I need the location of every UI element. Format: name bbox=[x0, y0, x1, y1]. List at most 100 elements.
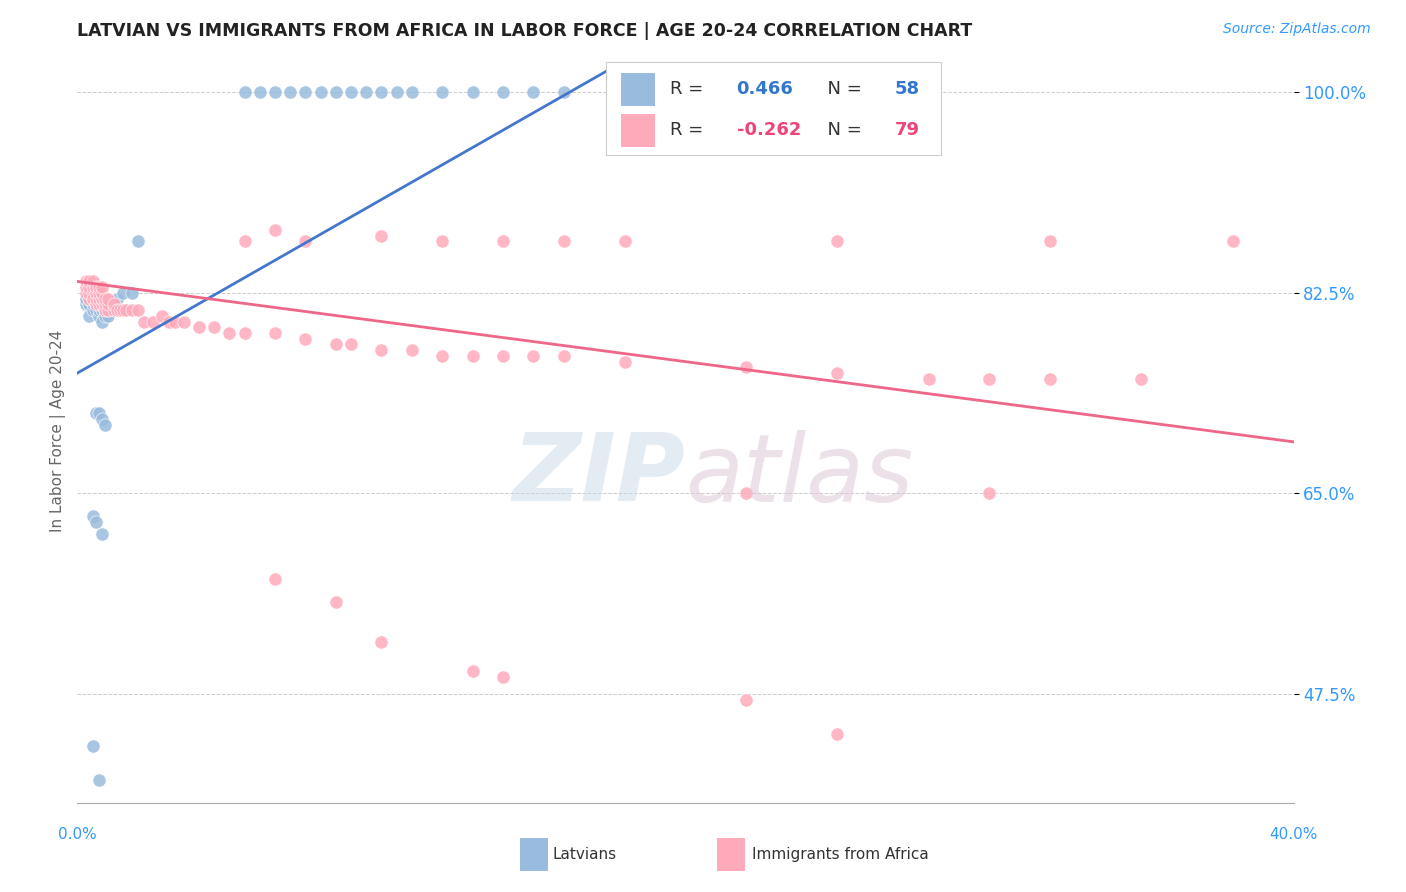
Point bbox=[430, 235, 453, 249]
Point bbox=[84, 515, 107, 529]
Point bbox=[492, 86, 515, 100]
Point bbox=[82, 292, 104, 306]
Point bbox=[79, 292, 101, 306]
Point bbox=[103, 297, 125, 311]
Point bbox=[90, 526, 112, 541]
Point bbox=[325, 86, 347, 100]
Point bbox=[75, 275, 97, 289]
Point bbox=[93, 303, 115, 318]
Point bbox=[152, 309, 174, 323]
Point bbox=[90, 285, 112, 300]
Point bbox=[90, 303, 112, 318]
FancyBboxPatch shape bbox=[606, 62, 941, 155]
Point bbox=[84, 292, 107, 306]
Point bbox=[127, 303, 149, 318]
Point bbox=[90, 280, 112, 294]
Point bbox=[264, 326, 287, 340]
Point bbox=[82, 285, 104, 300]
Point bbox=[75, 285, 97, 300]
Text: 58: 58 bbox=[894, 79, 920, 97]
Point bbox=[370, 343, 392, 358]
Point bbox=[613, 354, 636, 368]
Point bbox=[84, 406, 107, 420]
Point bbox=[233, 326, 256, 340]
Point bbox=[325, 337, 347, 351]
Point bbox=[918, 372, 941, 386]
Point bbox=[82, 280, 104, 294]
Point bbox=[264, 223, 287, 237]
Point bbox=[325, 595, 347, 609]
Point bbox=[97, 292, 120, 306]
Point bbox=[492, 670, 515, 684]
Point bbox=[354, 86, 377, 100]
Point bbox=[121, 303, 143, 318]
Point bbox=[90, 314, 112, 328]
Point bbox=[115, 303, 138, 318]
Point bbox=[97, 297, 120, 311]
Text: Latvians: Latvians bbox=[553, 847, 617, 862]
Bar bbox=[621, 73, 655, 106]
Point bbox=[79, 285, 101, 300]
Point bbox=[84, 297, 107, 311]
Point bbox=[93, 297, 115, 311]
Point bbox=[90, 297, 112, 311]
Point bbox=[370, 635, 392, 649]
Point bbox=[294, 332, 316, 346]
Point bbox=[401, 86, 423, 100]
Point bbox=[79, 275, 101, 289]
Point bbox=[82, 285, 104, 300]
Point bbox=[90, 292, 112, 306]
Point bbox=[103, 303, 125, 318]
Point bbox=[103, 297, 125, 311]
Point bbox=[188, 320, 211, 334]
Point bbox=[79, 285, 101, 300]
Point bbox=[979, 372, 1001, 386]
Point bbox=[90, 297, 112, 311]
Point bbox=[75, 297, 97, 311]
Point bbox=[294, 86, 316, 100]
Point bbox=[111, 303, 134, 318]
Point bbox=[105, 303, 128, 318]
Point bbox=[82, 292, 104, 306]
Point bbox=[461, 86, 484, 100]
Point bbox=[173, 314, 195, 328]
Point bbox=[75, 280, 97, 294]
Point bbox=[82, 739, 104, 753]
Text: 40.0%: 40.0% bbox=[1270, 827, 1317, 841]
Point bbox=[553, 349, 575, 363]
Point bbox=[87, 406, 110, 420]
Text: atlas: atlas bbox=[686, 430, 914, 521]
Point bbox=[87, 280, 110, 294]
Point bbox=[87, 297, 110, 311]
Point bbox=[430, 86, 453, 100]
Point bbox=[97, 309, 120, 323]
Point bbox=[121, 285, 143, 300]
Point bbox=[90, 412, 112, 426]
Point bbox=[827, 366, 849, 380]
Point bbox=[735, 486, 758, 500]
Point bbox=[82, 297, 104, 311]
Point bbox=[84, 285, 107, 300]
Point bbox=[97, 303, 120, 318]
Point bbox=[430, 349, 453, 363]
Point bbox=[461, 349, 484, 363]
Point bbox=[1130, 372, 1153, 386]
Point bbox=[93, 292, 115, 306]
Point bbox=[87, 292, 110, 306]
Point bbox=[233, 86, 256, 100]
Point bbox=[79, 309, 101, 323]
Point bbox=[108, 303, 131, 318]
Point bbox=[111, 285, 134, 300]
Point bbox=[522, 349, 544, 363]
Point bbox=[827, 235, 849, 249]
Point bbox=[87, 303, 110, 318]
Point bbox=[1039, 235, 1062, 249]
Point bbox=[134, 314, 156, 328]
Point bbox=[82, 292, 104, 306]
Point bbox=[218, 326, 240, 340]
Text: ZIP: ZIP bbox=[513, 429, 686, 521]
Point bbox=[735, 360, 758, 375]
Point bbox=[1039, 372, 1062, 386]
Point bbox=[84, 292, 107, 306]
Point bbox=[1222, 235, 1244, 249]
